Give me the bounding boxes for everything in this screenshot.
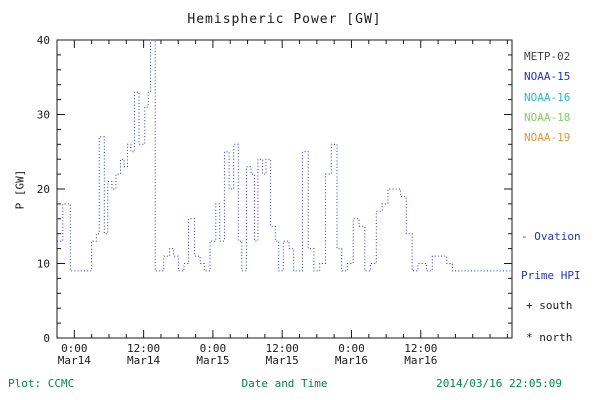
legend-item-noaa16: NOAA-16 (524, 91, 571, 104)
x-tick-label-date: Mar14 (58, 354, 91, 367)
y-axis-label: P [GW] (13, 169, 27, 210)
legend-item-noaa18: NOAA-18 (524, 111, 571, 124)
chart-title: Hemispheric Power [GW] (187, 12, 382, 27)
legend-north-marker: * north (526, 331, 573, 344)
x-tick-label-date: Mar14 (127, 354, 160, 367)
x-tick-label-time: 12:00 (266, 342, 299, 355)
legend-south-marker: + south (526, 299, 573, 312)
y-tick-label: 0 (43, 332, 50, 345)
x-axis-label: Date and Time (241, 377, 328, 390)
plot-source-label: Plot: CCMC (8, 377, 75, 390)
x-tick-label-time: 12:00 (127, 342, 160, 355)
x-tick-label-date: Mar15 (266, 354, 299, 367)
x-tick-label-time: 0:00 (61, 342, 88, 355)
x-tick-label-date: Mar16 (335, 354, 368, 367)
x-tick-label-date: Mar15 (196, 354, 229, 367)
y-tick-label: 40 (37, 34, 50, 47)
hpi-data-line (57, 39, 512, 272)
legend-ovation-prime-hpi: - Ovation Prime HPI (521, 204, 581, 308)
legend-ovation-line1: - Ovation (521, 230, 581, 243)
y-tick-label: 10 (37, 258, 50, 271)
legend-item-noaa19: NOAA-19 (524, 131, 571, 144)
x-tick-label-time: 0:00 (338, 342, 365, 355)
x-tick-label-time: 12:00 (404, 342, 437, 355)
y-tick-label: 20 (37, 183, 50, 196)
plot-frame (56, 39, 513, 339)
legend-item-noaa15: NOAA-15 (524, 70, 571, 83)
legend-item-metp02: METP-02 (524, 50, 571, 63)
legend-ovation-line2: Prime HPI (521, 269, 581, 282)
x-tick-label-date: Mar16 (404, 354, 437, 367)
plot-timestamp: 2014/03/16 22:05:09 (436, 377, 562, 390)
y-tick-label: 30 (37, 109, 50, 122)
x-tick-label-time: 0:00 (200, 342, 227, 355)
